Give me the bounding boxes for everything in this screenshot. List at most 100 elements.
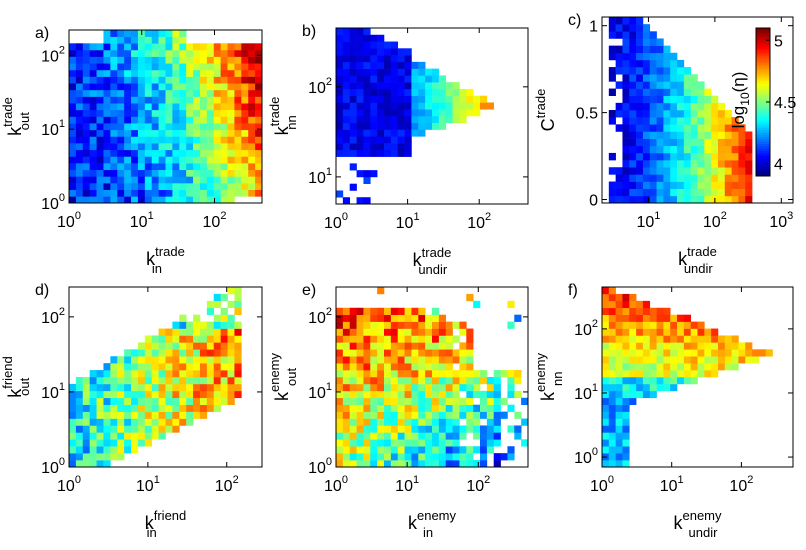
- heatmap-cell: [137, 432, 146, 440]
- heatmap-cell: [602, 370, 610, 378]
- heatmap-cell: [704, 195, 712, 204]
- heatmap-cell: [356, 55, 364, 63]
- heatmap-cell: [480, 460, 488, 468]
- heatmap-cell: [186, 89, 194, 97]
- heatmap-cell: [179, 349, 187, 357]
- heatmap-cell: [234, 349, 242, 357]
- heatmap-cell: [342, 425, 351, 433]
- heatmap-cell: [397, 342, 405, 350]
- heatmap-cell: [199, 89, 208, 97]
- heatmap-cell: [336, 109, 344, 117]
- heatmap-cell: [377, 390, 385, 399]
- heatmap-cell: [642, 160, 651, 168]
- heatmap-cell: [629, 377, 637, 385]
- heatmap-cell: [629, 81, 637, 89]
- heatmap-cell: [241, 163, 249, 171]
- heatmap-cell: [438, 95, 447, 103]
- heatmap-cell: [165, 169, 173, 177]
- heatmap-cell: [622, 404, 630, 412]
- heatmap-cell: [459, 342, 467, 350]
- heatmap-cell: [629, 160, 637, 168]
- heatmap-cell: [227, 397, 235, 405]
- heatmap-cell: [213, 129, 221, 137]
- heatmap-cell: [117, 49, 125, 57]
- colorbar-step: [756, 39, 770, 43]
- heatmap-cell: [193, 156, 201, 164]
- heatmap-cell: [186, 370, 194, 378]
- heatmap-cell: [411, 307, 419, 315]
- heatmap-cell: [158, 49, 166, 57]
- heatmap-cell: [137, 377, 146, 385]
- heatmap-cell: [96, 136, 104, 144]
- heatmap-cell: [89, 116, 97, 124]
- heatmap-cell: [220, 377, 228, 385]
- heatmap-cell: [615, 411, 623, 419]
- heatmap-cell: [193, 189, 201, 197]
- heatmap-cell: [418, 75, 426, 83]
- heatmap-cell: [103, 370, 111, 378]
- heatmap-cell: [69, 397, 77, 405]
- heatmap-cell: [179, 411, 187, 419]
- heatmap-cell: [363, 75, 371, 83]
- heatmap-cell: [370, 335, 378, 343]
- heatmap-cell: [602, 432, 610, 440]
- colorbar-step: [756, 81, 770, 84]
- heatmap-cell: [390, 335, 399, 343]
- heatmap-cell: [615, 31, 623, 39]
- colorbar-step: [756, 62, 770, 66]
- heatmap-cell: [438, 342, 447, 350]
- heatmap-cell: [473, 95, 481, 103]
- heatmap-cell: [670, 152, 678, 161]
- heatmap-cell: [220, 370, 228, 378]
- heatmap-cell: [363, 48, 371, 56]
- heatmap-cell: [342, 349, 351, 357]
- heatmap-cell: [404, 55, 412, 63]
- heatmap-cell: [193, 69, 201, 77]
- heatmap-cell: [670, 124, 678, 132]
- y-axis-label-a: ktrade out: [0, 97, 32, 136]
- heatmap-cell: [411, 342, 419, 350]
- heatmap-cell: [96, 109, 104, 117]
- heatmap-cell: [697, 152, 705, 161]
- heatmap-cell: [172, 169, 180, 177]
- heatmap-cell: [731, 117, 739, 125]
- heatmap-cell: [363, 383, 371, 392]
- heatmap-cell: [234, 96, 242, 104]
- heatmap-cell: [356, 342, 364, 350]
- heatmap-cell: [670, 131, 678, 139]
- heatmap-cell: [144, 370, 153, 378]
- heatmap-cell: [615, 59, 623, 68]
- heatmap-cell: [432, 460, 440, 468]
- heatmap-cell: [704, 131, 712, 139]
- heatmap-cell: [656, 110, 664, 118]
- heatmap-cell: [425, 432, 433, 440]
- heatmap-cell: [103, 129, 111, 137]
- heatmap-cell: [172, 176, 180, 184]
- heatmap-cell: [697, 356, 705, 364]
- heatmap-cell: [110, 36, 118, 44]
- heatmap-cell: [677, 138, 685, 147]
- heatmap-cell: [466, 390, 474, 399]
- heatmap-cell: [452, 397, 460, 405]
- heatmap-cell: [220, 103, 228, 111]
- heatmap-cell: [117, 123, 125, 131]
- heatmap-cell: [144, 56, 153, 64]
- heatmap-cell: [213, 76, 221, 84]
- heatmap-cell: [165, 363, 173, 371]
- heatmap-cell: [615, 432, 623, 440]
- heatmap-cell: [336, 328, 344, 336]
- heatmap-cell: [473, 432, 481, 440]
- heatmap-cell: [459, 116, 467, 124]
- heatmap-cell: [213, 136, 221, 144]
- heatmap-cell: [220, 356, 228, 364]
- heatmap-cell: [241, 56, 249, 64]
- heatmap-cells-d: [69, 287, 242, 468]
- heatmap-cell: [137, 356, 146, 364]
- heatmap-cell: [110, 439, 118, 447]
- heatmap-cell: [151, 143, 159, 151]
- heatmap-cell: [206, 136, 215, 144]
- heatmap-cell: [131, 36, 139, 44]
- heatmap-cell: [137, 36, 146, 44]
- heatmap-cell: [234, 383, 242, 392]
- heatmap-cell: [445, 88, 453, 96]
